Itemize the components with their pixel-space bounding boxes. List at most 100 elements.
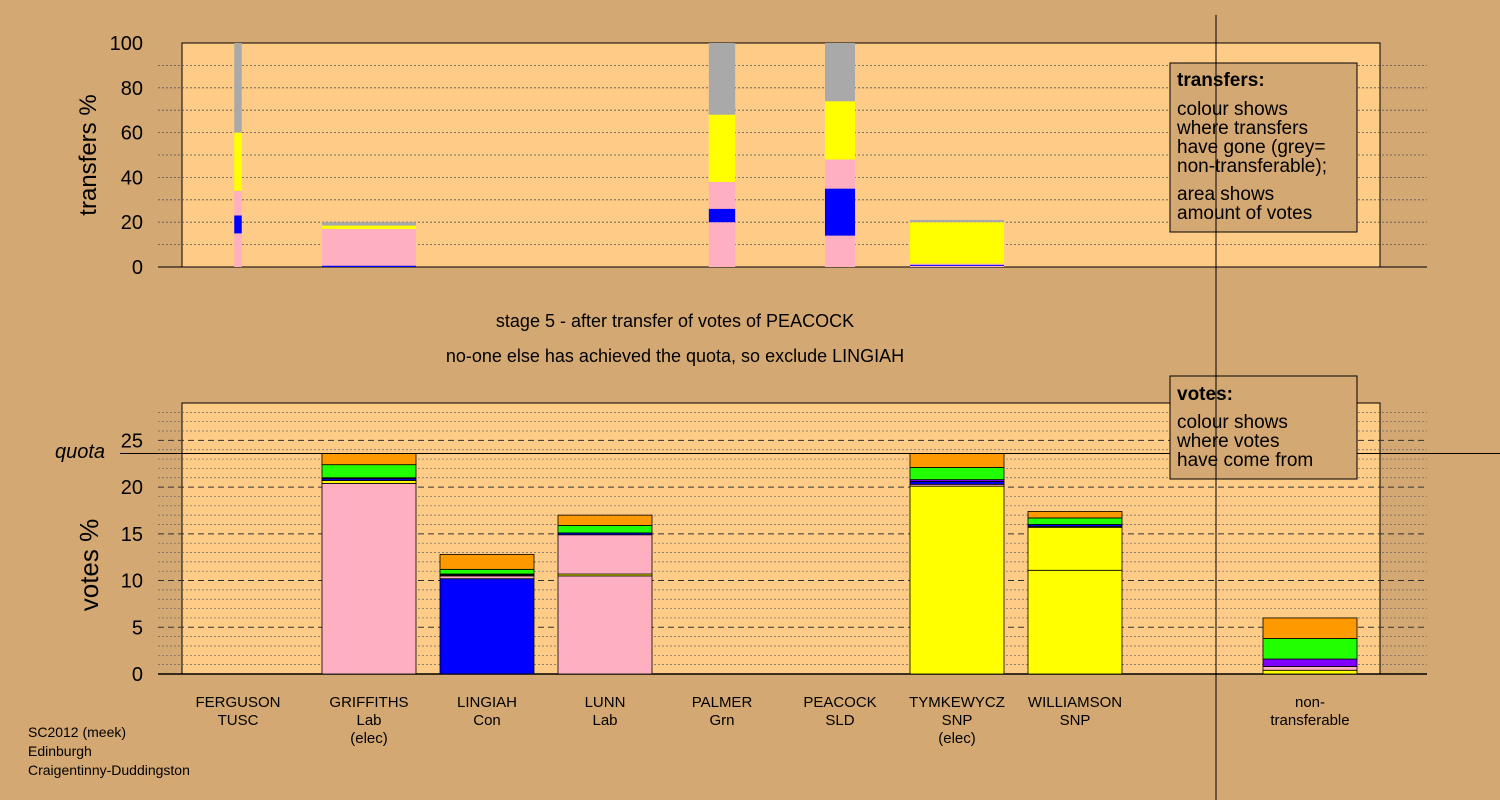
vote-bar-segment xyxy=(1262,638,1358,660)
candidate-label-line: Lab xyxy=(592,712,617,729)
vote-bar-segment xyxy=(1027,517,1123,525)
transfer-bar-segment xyxy=(910,265,1004,267)
vote-bar-segment xyxy=(557,534,653,575)
transfer-bar-segment xyxy=(910,264,1004,266)
candidate-label-line: Con xyxy=(473,712,501,729)
candidate-label-line: transferable xyxy=(1270,712,1349,729)
votes-y-ticks: 0 5 10 15 20 25 xyxy=(121,430,143,686)
footer-line: Edinburgh xyxy=(28,743,92,759)
transfer-bar-segment xyxy=(824,159,856,189)
candidate-label-line: SNP xyxy=(1060,712,1091,729)
vote-bar-segment xyxy=(909,453,1005,468)
transfers-legend-line: area shows xyxy=(1177,184,1274,205)
transfers-legend-title: transfers: xyxy=(1177,70,1265,91)
transfer-bar-segment xyxy=(234,190,242,216)
candidate-label-line: PEACOCK xyxy=(803,694,876,711)
candidate-label-line: PALMER xyxy=(692,694,753,711)
transfers-y-tick-label: 60 xyxy=(121,123,143,145)
vote-bar-segment xyxy=(439,568,535,575)
candidate-label-line: SLD xyxy=(825,712,854,729)
vote-bar-segment xyxy=(439,553,535,570)
candidate-label-line: LINGIAH xyxy=(457,694,517,711)
votes-legend: votes: colour shows where votes have com… xyxy=(1169,375,1358,480)
vote-bar-segment xyxy=(321,482,417,675)
vote-bar-segment xyxy=(321,464,417,479)
candidate-label-line: GRIFFITHS xyxy=(329,694,408,711)
vote-bar-segment xyxy=(557,514,653,526)
vote-bar-segment xyxy=(557,525,653,534)
vote-bar-segment xyxy=(321,480,417,484)
transfer-bar-segment xyxy=(322,228,416,266)
footer-line: SC2012 (meek) xyxy=(28,724,126,740)
candidate-label-line: TUSC xyxy=(218,712,259,729)
transfers-y-axis-label: transfers % xyxy=(75,94,102,215)
vote-bar-segment xyxy=(1027,526,1123,571)
vote-bar-segment xyxy=(439,578,535,675)
votes-y-tick-label: 15 xyxy=(121,524,143,546)
transfer-bar-segment xyxy=(910,219,1004,223)
transfer-bar-segment xyxy=(322,225,416,229)
vote-bar-segment xyxy=(557,575,653,675)
votes-y-axis-label: votes % xyxy=(74,519,104,612)
vote-bar-segment xyxy=(1262,669,1358,675)
transfers-legend-line: have gone (grey= xyxy=(1177,137,1325,158)
transfers-y-tick-label: 100 xyxy=(110,33,143,55)
transfers-y-tick-label: 20 xyxy=(121,212,143,234)
stage-subtitle: no-one else has achieved the quota, so e… xyxy=(446,346,904,366)
vote-bar-segment xyxy=(321,453,417,466)
votes-y-tick-label: 5 xyxy=(132,617,143,639)
vote-bar-segment xyxy=(909,481,1005,485)
votes-y-tick-label: 10 xyxy=(121,571,143,593)
votes-y-tick-label: 20 xyxy=(121,477,143,499)
transfers-y-tick-label: 0 xyxy=(132,257,143,279)
votes-legend-line: where votes xyxy=(1176,431,1279,452)
transfers-y-tick-label: 80 xyxy=(121,78,143,100)
stage-title: stage 5 - after transfer of votes of PEA… xyxy=(496,311,854,331)
vote-bar-segment xyxy=(909,485,1005,675)
candidate-label-line: TYMKEWYCZ xyxy=(909,694,1005,711)
transfers-y-tick-label: 40 xyxy=(121,167,143,189)
transfer-bar-segment xyxy=(824,188,856,236)
vote-bar-segment xyxy=(1262,658,1358,667)
transfers-legend-line: amount of votes xyxy=(1177,203,1312,224)
transfer-bar-segment xyxy=(322,265,416,267)
transfer-bar-segment xyxy=(708,114,736,182)
vote-bar-segment xyxy=(1262,617,1358,639)
transfers-legend: transfers: colour shows where transfers … xyxy=(1169,62,1358,233)
transfer-bar-segment xyxy=(824,101,856,160)
transfers-legend-line: non-transferable); xyxy=(1177,156,1327,177)
transfer-bar-segment xyxy=(708,222,736,267)
votes-y-tick-label: 25 xyxy=(121,430,143,452)
transfer-bar-segment xyxy=(322,222,416,226)
transfers-legend-line: colour shows xyxy=(1177,99,1288,120)
transfers-legend-line: where transfers xyxy=(1176,118,1308,139)
vote-bar-segment xyxy=(909,467,1005,481)
quota-label: quota xyxy=(55,441,105,463)
votes-bars xyxy=(321,453,1358,675)
candidate-label-line: (elec) xyxy=(350,730,388,747)
candidate-label-line: SNP xyxy=(942,712,973,729)
votes-y-tick-label: 0 xyxy=(132,664,143,686)
transfer-bar-segment xyxy=(234,132,242,191)
vote-bar-segment xyxy=(439,575,535,580)
transfer-bar-segment xyxy=(708,43,736,115)
candidate-labels: FERGUSONTUSCGRIFFITHSLab(elec)LINGIAHCon… xyxy=(195,694,1349,747)
footer-line: Craigentinny-Duddingston xyxy=(28,762,190,778)
transfers-y-ticks: 0 20 40 60 80 100 xyxy=(110,33,143,279)
votes-legend-line: colour shows xyxy=(1177,412,1288,433)
transfer-bar-segment xyxy=(708,208,736,223)
candidate-label-line: non- xyxy=(1295,694,1325,711)
transfers-bars xyxy=(234,43,1004,267)
vote-bar-segment xyxy=(1262,666,1358,671)
candidate-label-line: Lab xyxy=(356,712,381,729)
candidate-label-line: WILLIAMSON xyxy=(1028,694,1122,711)
candidate-label-line: FERGUSON xyxy=(195,694,280,711)
votes-legend-title: votes: xyxy=(1177,384,1233,405)
transfer-bar-segment xyxy=(234,215,242,234)
candidate-label-line: LUNN xyxy=(585,694,626,711)
transfer-bar-segment xyxy=(824,235,856,267)
transfer-bar-segment xyxy=(824,43,856,102)
transfer-bar-segment xyxy=(910,222,1004,264)
transfer-bar-segment xyxy=(708,181,736,209)
